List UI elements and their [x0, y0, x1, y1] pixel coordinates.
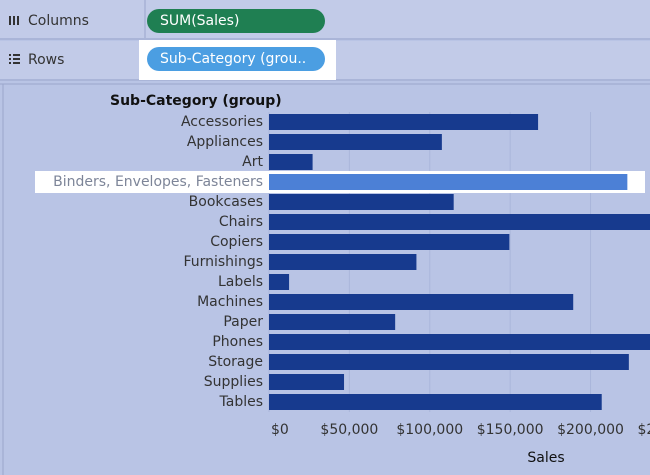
y-tick-label: Binders, Envelopes, Fasteners: [53, 174, 263, 190]
x-tick-label: $100,000: [396, 422, 463, 438]
y-tick-label: Storage: [208, 354, 263, 370]
bar: [269, 234, 510, 250]
y-tick-label: Tables: [219, 394, 264, 410]
bar: [269, 274, 290, 290]
columns-shelf: [0, 0, 650, 38]
columns-pill[interactable]: [147, 9, 325, 33]
columns-pill-text[interactable]: SUM(Sales): [160, 13, 239, 29]
y-tick-label: Appliances: [187, 134, 263, 150]
bar: [269, 134, 442, 150]
y-tick-label: Chairs: [219, 214, 263, 230]
bar: [269, 254, 417, 270]
columns-icon: [9, 16, 19, 25]
y-tick-label: Paper: [223, 314, 263, 330]
rows-pill[interactable]: [147, 47, 325, 71]
x-tick-label: $200,000: [557, 422, 624, 438]
y-tick-label: Bookcases: [189, 194, 263, 210]
bar: [269, 194, 454, 210]
x-tick-label: $150,000: [477, 422, 544, 438]
x-tick-label: $250,000: [637, 422, 650, 438]
bar: [269, 334, 650, 350]
y-tick-label: Accessories: [181, 114, 263, 130]
y-tick-label: Labels: [218, 274, 263, 290]
bar: [269, 374, 345, 390]
y-tick-label: Art: [242, 154, 263, 170]
y-tick-label: Furnishings: [183, 254, 263, 270]
bar: [269, 114, 539, 130]
x-tick-label: $0: [271, 422, 289, 438]
rows-pill-text[interactable]: Sub-Category (grou..: [160, 51, 306, 67]
y-tick-label: Machines: [197, 294, 263, 310]
y-tick-label: Copiers: [210, 234, 263, 250]
bar: [269, 354, 629, 370]
x-axis-title: Sales: [527, 450, 564, 466]
bar: [269, 314, 396, 330]
rows-label: Rows: [28, 52, 64, 68]
bar: [269, 214, 650, 230]
y-tick-label: Supplies: [204, 374, 263, 390]
bar: [269, 174, 628, 190]
x-tick-label: $50,000: [320, 422, 378, 438]
y-tick-label: Phones: [212, 334, 263, 350]
rows-icon: [9, 54, 20, 64]
columns-label: Columns: [28, 13, 89, 29]
bar: [269, 154, 313, 170]
bar: [269, 394, 602, 410]
bar: [269, 294, 574, 310]
y-axis-title: Sub-Category (group): [110, 93, 282, 109]
